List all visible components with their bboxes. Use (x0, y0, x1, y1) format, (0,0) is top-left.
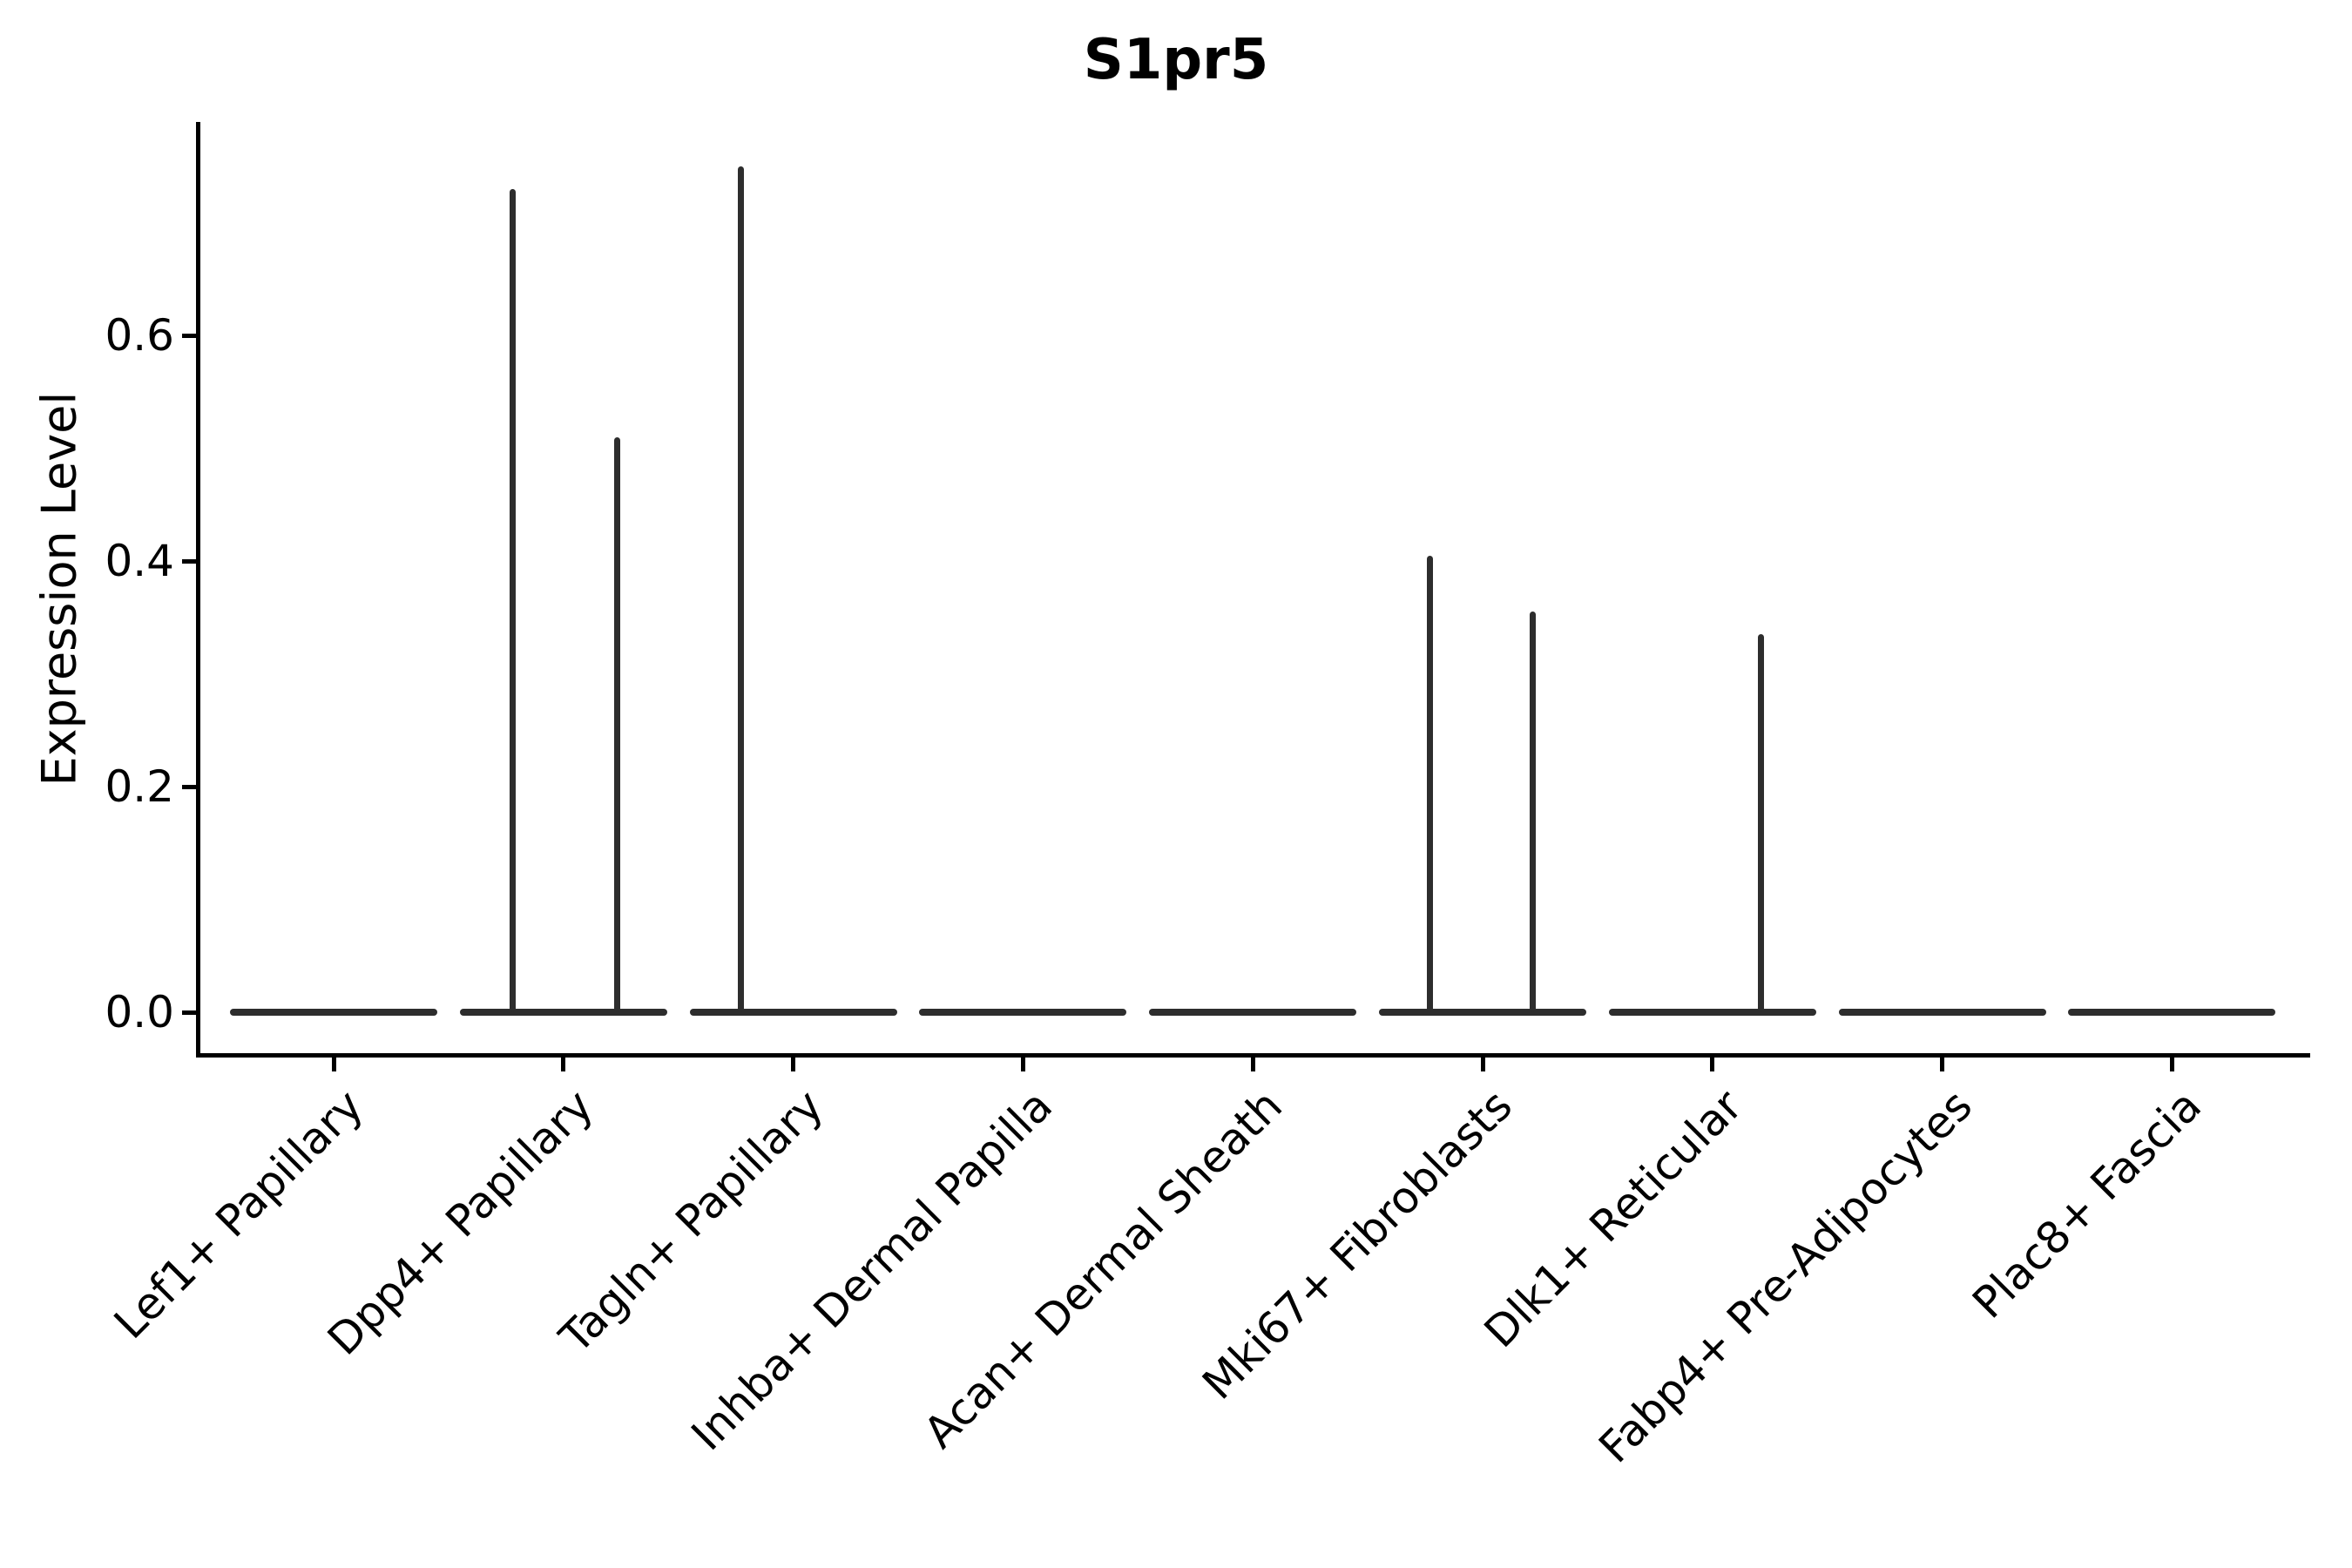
x-axis-spine (196, 1053, 2310, 1058)
x-axis-tick (331, 1058, 336, 1071)
chart-title: S1pr5 (1083, 28, 1269, 92)
y-axis-tick (182, 558, 196, 564)
y-axis-label: Expression Level (31, 391, 87, 787)
y-axis-tick (182, 1010, 196, 1015)
violin-spike (510, 188, 517, 1012)
violin (1149, 1009, 1357, 1016)
x-axis-tick (561, 1058, 566, 1071)
violin (459, 1009, 667, 1016)
violin-spike (738, 166, 745, 1012)
y-axis-tick (182, 784, 196, 789)
x-axis-tick (2169, 1058, 2174, 1071)
x-axis-tick (1250, 1058, 1255, 1071)
violin (689, 1009, 897, 1016)
y-axis-tick-label: 0.6 (105, 310, 174, 361)
y-axis-spine (196, 122, 200, 1058)
x-axis-tick-label: Plac8+ Fascia (1963, 1080, 2212, 1328)
violin (919, 1009, 1127, 1016)
violin (1379, 1009, 1586, 1016)
violin-spike (1758, 634, 1765, 1012)
x-axis-tick (791, 1058, 796, 1071)
x-axis-tick-label: Lef1+ Papillary (104, 1080, 374, 1349)
violin-spike (614, 436, 621, 1012)
x-axis-tick-label: Fabp4+ Pre-Adipocytes (1589, 1080, 1982, 1473)
x-axis-tick (1020, 1058, 1025, 1071)
x-axis-tick (1940, 1058, 1945, 1071)
violin (1838, 1009, 2046, 1016)
violin-spike (1529, 612, 1536, 1012)
y-axis-tick (182, 333, 196, 338)
y-axis-tick-label: 0.4 (105, 536, 174, 586)
violin (1608, 1009, 1816, 1016)
y-axis-tick-label: 0.0 (105, 987, 174, 1037)
violin (230, 1009, 437, 1016)
violin-spike (1426, 555, 1433, 1012)
x-axis-tick (1480, 1058, 1485, 1071)
violin (2068, 1009, 2276, 1016)
y-axis-tick-label: 0.2 (105, 761, 174, 812)
x-axis-tick (1710, 1058, 1715, 1071)
